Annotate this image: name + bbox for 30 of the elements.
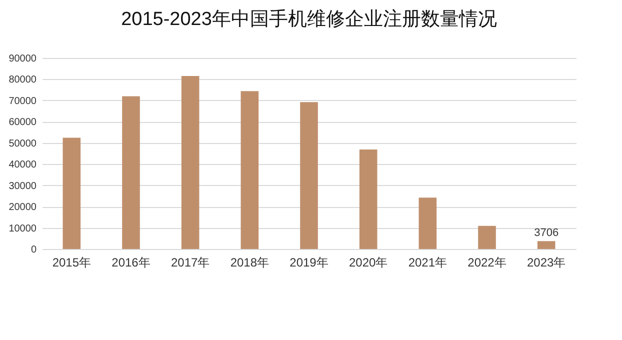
x-tick-label: 2018年 — [230, 256, 270, 270]
bar — [62, 138, 81, 249]
bar — [240, 91, 259, 249]
x-tick-label: 2022年 — [468, 256, 506, 270]
y-tick-label: 50000 — [8, 138, 37, 150]
y-tick-label: 40000 — [8, 160, 37, 171]
y-tick-label: 60000 — [8, 117, 37, 128]
bar — [418, 198, 437, 249]
x-tick-label: 2015年 — [52, 256, 92, 270]
bar — [478, 226, 496, 249]
y-tick-label: 10000 — [8, 223, 37, 234]
x-tick-label: 2021年 — [408, 256, 448, 270]
bar — [359, 149, 378, 249]
y-tick-label: 30000 — [8, 180, 37, 192]
y-tick-label: 90000 — [8, 54, 37, 64]
bar — [122, 96, 140, 249]
data-label: 3706 — [534, 227, 559, 240]
x-tick-label: 2019年 — [290, 256, 328, 270]
x-tick-label: 2020年 — [348, 256, 388, 270]
bar — [300, 102, 318, 249]
y-tick-label: 80000 — [8, 74, 37, 86]
y-tick-label: 0 — [30, 244, 37, 256]
bar — [537, 241, 556, 249]
y-tick-label: 20000 — [8, 202, 37, 214]
y-tick-label: 70000 — [8, 96, 37, 107]
bar — [181, 76, 200, 249]
x-tick-label: 2017年 — [170, 256, 210, 270]
x-tick-label: 2023年 — [526, 256, 566, 270]
x-tick-label: 2016年 — [112, 256, 150, 270]
chart-title: 2015-2023年中国手机维修企业注册数量情况 — [121, 8, 497, 30]
